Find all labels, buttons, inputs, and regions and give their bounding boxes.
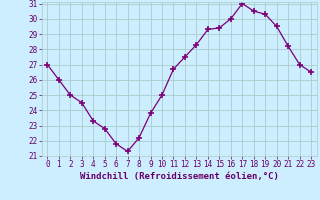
X-axis label: Windchill (Refroidissement éolien,°C): Windchill (Refroidissement éolien,°C) xyxy=(80,172,279,181)
